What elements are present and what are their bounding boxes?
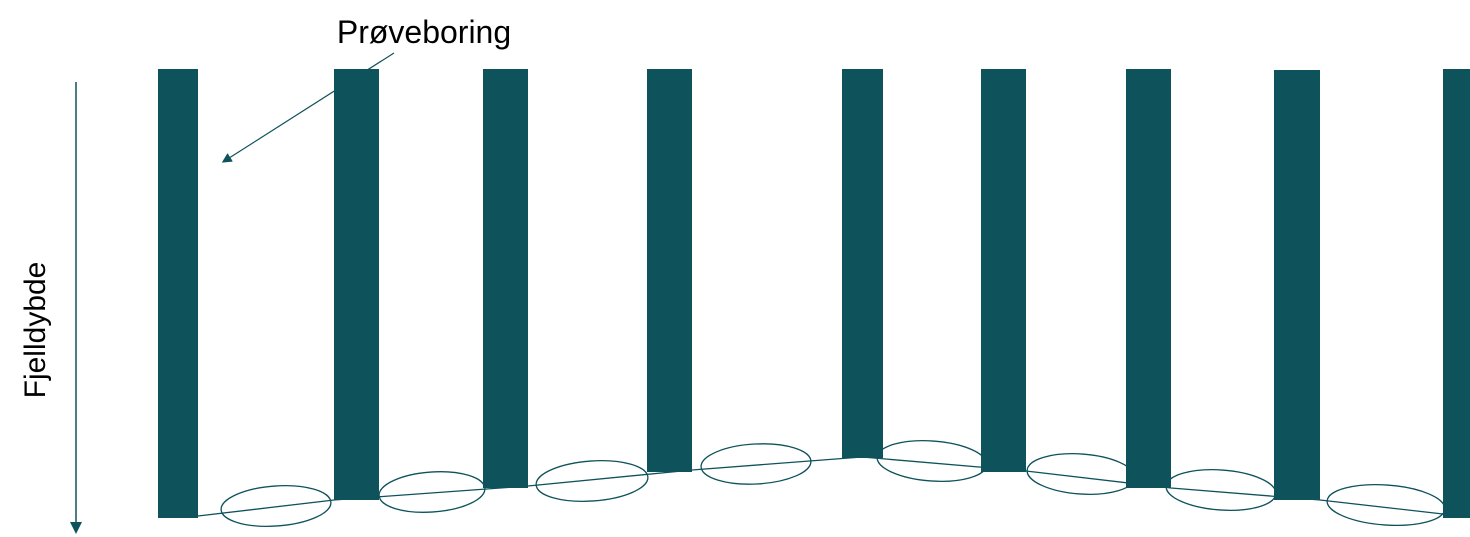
borehole-2: [334, 69, 379, 500]
borehole-6: [981, 69, 1026, 472]
borehole-8: [1274, 70, 1320, 500]
uncertainty-ellipse-4: [700, 443, 812, 485]
uncertainty-ellipse-3: [535, 460, 649, 502]
borehole-9: [1443, 69, 1470, 518]
rock-surface-line: [197, 456, 1444, 517]
borehole-1: [158, 69, 198, 518]
uncertainty-ellipse-6: [1026, 453, 1136, 495]
uncertainty-ellipses-group: [220, 440, 1446, 527]
boreholes-group: [158, 69, 1470, 518]
borehole-5: [842, 69, 883, 458]
borehole-3: [483, 69, 528, 488]
borehole-4: [647, 69, 692, 472]
uncertainty-ellipse-2: [378, 471, 486, 513]
depth-axis-label: Fjelldybde: [19, 262, 52, 399]
uncertainty-ellipse-5: [876, 440, 988, 482]
down-arrow-icon: [70, 522, 82, 534]
uncertainty-ellipse-7: [1165, 469, 1277, 511]
borehole-annotation-label: Prøveboring: [337, 14, 511, 50]
uncertainty-ellipse-1: [220, 485, 332, 527]
depth-axis: [70, 82, 82, 534]
borehole-7: [1126, 69, 1171, 488]
uncertainty-ellipse-8: [1326, 483, 1446, 527]
